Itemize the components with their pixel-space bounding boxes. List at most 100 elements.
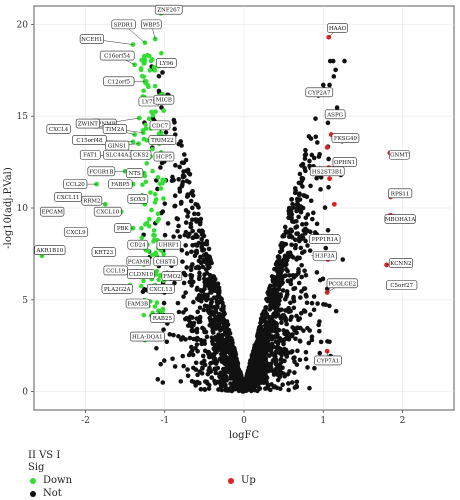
data-point-not [209, 297, 214, 303]
data-point-not [323, 302, 328, 307]
gene-label: CXCL13 [149, 287, 172, 293]
data-point-not [214, 299, 220, 305]
data-point-not [191, 336, 197, 342]
gene-label: CXCL9 [66, 230, 86, 236]
data-point-not [257, 342, 263, 348]
data-point-down [149, 207, 154, 213]
data-point-not [208, 258, 213, 263]
data-point-not [194, 329, 200, 335]
data-point-not [300, 184, 305, 189]
data-point-not [232, 375, 238, 381]
gene-label: CYP7A1 [317, 358, 340, 364]
data-point-not [280, 288, 286, 293]
gene-label: OPHN1 [334, 160, 355, 166]
data-point-not [196, 276, 202, 282]
data-point-not [200, 264, 206, 270]
data-point-not [297, 357, 303, 363]
data-point-not [226, 347, 231, 352]
data-point-down [154, 300, 160, 305]
data-point-not [315, 301, 320, 306]
gene-label: CKS2 [133, 153, 149, 159]
data-point-not [170, 356, 175, 362]
data-point-not [280, 241, 286, 246]
data-point-not [185, 367, 190, 372]
data-point-not [233, 386, 239, 391]
gene-label-box [388, 188, 413, 199]
data-point-not [299, 262, 304, 268]
data-point-down [144, 161, 150, 166]
gene-label: CXCL11 [57, 195, 80, 201]
data-point-not [295, 231, 301, 236]
data-point-not [294, 362, 300, 367]
data-point-not [191, 365, 196, 371]
data-point-not [202, 386, 208, 392]
data-point-not [224, 358, 229, 364]
data-point-not [278, 292, 283, 297]
gene-label-box [150, 313, 175, 323]
data-point-not [277, 335, 282, 341]
data-point-not [227, 330, 232, 336]
gene-label-box [79, 34, 104, 44]
data-point-down [148, 190, 153, 195]
legend-down-dot [30, 477, 36, 484]
data-point-not [202, 286, 207, 292]
data-point-not [307, 385, 312, 391]
gene-label: LY75 [142, 99, 156, 105]
data-point-not [279, 320, 284, 326]
gene-label-box [126, 256, 151, 267]
data-point-not [243, 376, 249, 381]
data-point-not [305, 365, 310, 370]
data-point-not [290, 349, 295, 354]
data-point-not [199, 245, 204, 250]
data-point-not [317, 350, 323, 356]
data-point-down [141, 312, 147, 318]
data-point-not [290, 219, 295, 224]
data-point-not [287, 273, 292, 278]
data-point-not [180, 182, 185, 187]
data-point-not [216, 325, 222, 330]
data-point-not [190, 242, 195, 248]
gene-label: PBK [117, 226, 130, 232]
gene-label-box [154, 4, 183, 15]
data-point-not [271, 372, 277, 377]
x-tick-label: -2 [81, 416, 90, 426]
data-point-not [210, 339, 215, 344]
data-point-not [279, 352, 284, 358]
data-point-not [288, 300, 293, 306]
x-tick-label: 0 [241, 416, 247, 426]
data-point-not [221, 367, 227, 372]
data-point-not [211, 346, 217, 352]
data-point-not [160, 70, 165, 75]
gene-label-box [130, 149, 152, 160]
gene-labels: ZNF267 SPDR1 WBP5 NCEH1 C16orf54 LY96 C12orf5 L… [34, 4, 418, 366]
gene-label: HLA-DQA1 [132, 335, 163, 341]
data-point-not [189, 344, 194, 350]
data-point-not [200, 353, 206, 359]
data-point-not [313, 116, 318, 121]
data-point-not [325, 339, 330, 344]
legend-not-dot [30, 490, 36, 497]
gene-label: FMO2 [163, 274, 180, 280]
data-point-not [194, 219, 199, 224]
data-point-not [192, 253, 198, 259]
gene-label: CD24 [130, 243, 146, 249]
legend-item-not: Not [30, 488, 62, 499]
data-point-down [147, 68, 153, 73]
data-point-down [143, 179, 149, 185]
data-point-not [309, 337, 315, 343]
data-point-not [255, 358, 261, 364]
data-point-not [326, 184, 331, 190]
data-point-not [185, 373, 191, 379]
data-point-down [138, 67, 144, 73]
data-point-not [281, 337, 286, 343]
gene-label-box [327, 23, 348, 33]
data-point-not [323, 245, 329, 251]
data-point-not [171, 234, 176, 239]
data-point-not [289, 196, 295, 202]
data-point-not [303, 221, 309, 227]
data-point-not [171, 117, 177, 123]
data-point-not [318, 277, 323, 283]
data-point-not [273, 339, 279, 344]
data-point-not [206, 246, 212, 252]
gene-label: C15orf48 [76, 138, 103, 144]
